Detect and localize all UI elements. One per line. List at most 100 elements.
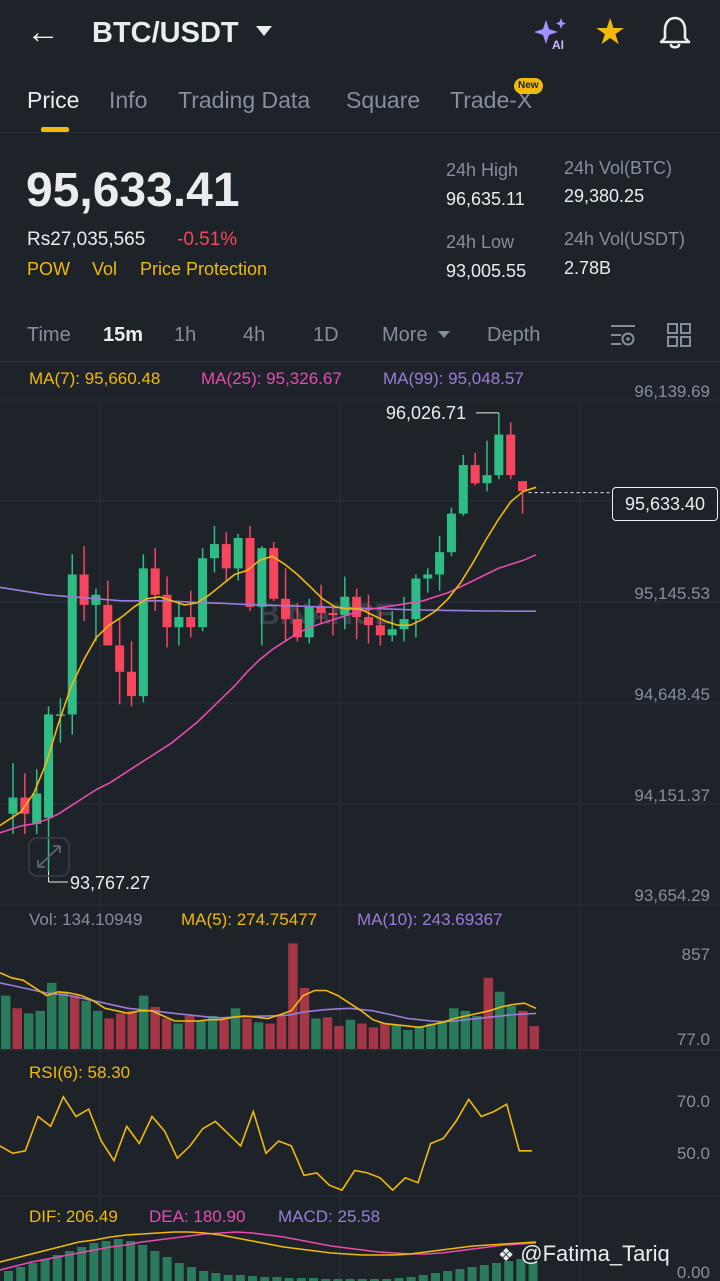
volume-axis-label: 77.0 <box>677 1030 710 1049</box>
favorite-star-icon[interactable]: ★ <box>594 11 627 52</box>
macd-histogram-bar <box>443 1271 453 1281</box>
layout-grid-icon[interactable] <box>666 322 692 348</box>
stat-vol-btc-value: 29,380.25 <box>564 186 645 206</box>
macd-histogram-bar <box>418 1275 428 1281</box>
kline-chart[interactable]: BINANCE 96,139.69 95,145.53 94,648.45 94,151… <box>0 362 720 1281</box>
tab-trading-data[interactable]: Trading Data <box>178 87 311 113</box>
volume-ma10-legend: MA(10): 243.69367 <box>357 910 503 929</box>
macd-histogram-bar <box>406 1277 416 1281</box>
macd-histogram-bar <box>89 1243 99 1281</box>
volume-bar <box>12 1008 22 1049</box>
candle-body <box>32 793 42 824</box>
candle-body <box>458 464 468 514</box>
candle-body <box>435 552 445 575</box>
macd-histogram-bar <box>309 1278 318 1281</box>
candle-body <box>387 629 397 636</box>
macd-histogram-bar <box>492 1263 501 1281</box>
volume-bar <box>207 1015 218 1049</box>
stat-vol-usdt-label: 24h Vol(USDT) <box>564 229 686 249</box>
macd-histogram-bar <box>284 1278 294 1281</box>
candle-body <box>518 481 528 492</box>
tf-1h[interactable]: 1h <box>174 324 197 346</box>
macd-histogram-bar <box>223 1275 233 1281</box>
tf-1d[interactable]: 1D <box>313 324 339 346</box>
macd-dif-legend: DIF: 206.49 <box>29 1207 118 1226</box>
candle-body <box>340 596 350 616</box>
candle-body <box>233 537 243 569</box>
macd-histogram-bar <box>65 1251 74 1281</box>
volume-bar <box>403 1029 413 1049</box>
ai-sparkle-icon[interactable]: AI <box>532 14 572 54</box>
volume-bar <box>391 1024 402 1049</box>
macd-histogram-bar <box>77 1247 87 1281</box>
rsi-axis-label: 70.0 <box>677 1092 710 1111</box>
candle-body <box>411 578 421 620</box>
volume-bar <box>24 1013 34 1049</box>
tf-time[interactable]: Time <box>27 324 71 346</box>
tag-vol[interactable]: Vol <box>92 259 118 279</box>
volume-bar <box>47 982 57 1049</box>
macd-histogram-bar <box>260 1277 270 1281</box>
svg-text:AI: AI <box>552 38 564 52</box>
macd-histogram-bar <box>235 1275 245 1281</box>
macd-axis-label: 0.00 <box>677 1263 710 1281</box>
tf-15m[interactable]: 15m <box>103 324 144 346</box>
volume-bar <box>495 991 505 1049</box>
tf-more[interactable]: More <box>382 324 428 346</box>
macd-histogram-bar <box>101 1241 111 1281</box>
macd-histogram-bar <box>199 1271 209 1281</box>
volume-bar <box>161 1018 172 1049</box>
tab-info[interactable]: Info <box>109 87 148 113</box>
candle-body <box>281 598 291 620</box>
volume-bar <box>115 1013 126 1049</box>
tab-square[interactable]: Square <box>346 87 421 113</box>
candle-body <box>352 596 362 618</box>
macd-histogram-bar <box>211 1273 221 1281</box>
last-price-tag: 95,633.40 <box>612 487 718 521</box>
pair-title[interactable]: BTC/USDT <box>92 17 239 49</box>
low-price-annotation: 93,767.27 <box>70 873 150 893</box>
volume-bar <box>230 1008 241 1049</box>
divider <box>0 361 720 362</box>
volume-bar <box>529 1026 539 1049</box>
volume-bar <box>311 1018 321 1049</box>
volume-bar <box>196 1021 206 1049</box>
candle-body <box>506 434 516 476</box>
candle-body <box>150 568 160 595</box>
bell-icon[interactable] <box>656 14 694 52</box>
volume-legend: Vol: 134.10949 <box>29 910 142 929</box>
rsi-legend: RSI(6): 58.30 <box>29 1063 130 1082</box>
tag-pow[interactable]: POW <box>27 259 70 279</box>
ma7-line <box>0 486 537 827</box>
macd-histogram-bar <box>321 1279 331 1281</box>
back-arrow-icon[interactable]: ← <box>26 13 60 51</box>
candle-body <box>174 617 184 628</box>
macd-histogram-bar <box>248 1276 257 1281</box>
candle-body <box>292 619 302 638</box>
macd-histogram-legend: MACD: 25.58 <box>278 1207 380 1226</box>
macd-histogram-bar <box>126 1241 135 1281</box>
volume-bar <box>437 1021 448 1049</box>
tf-4h[interactable]: 4h <box>243 324 266 346</box>
volume-bar <box>1 995 11 1049</box>
volume-bar <box>483 977 494 1049</box>
tab-price[interactable]: Price <box>27 87 80 113</box>
watermark-text: @Fatima_Tariq <box>520 1241 670 1266</box>
macd-dea-legend: DEA: 180.90 <box>149 1207 245 1226</box>
macd-histogram-bar <box>504 1261 514 1281</box>
tag-price-protection[interactable]: Price Protection <box>140 259 268 279</box>
dropdown-caret-icon[interactable] <box>256 26 272 36</box>
ma25-line <box>0 554 537 834</box>
candle-body <box>245 537 255 607</box>
indicator-settings-icon[interactable] <box>609 322 637 348</box>
tf-depth[interactable]: Depth <box>487 324 541 346</box>
candle-body <box>482 475 492 484</box>
volume-bar <box>150 1007 160 1049</box>
candle-body <box>316 606 326 613</box>
volume-bar <box>173 1023 183 1049</box>
macd-dea-line <box>0 1231 537 1271</box>
candle-body <box>375 625 385 636</box>
macd-histogram-bar <box>370 1279 379 1281</box>
macd-histogram-bar <box>187 1267 196 1281</box>
candle-body <box>79 574 89 605</box>
